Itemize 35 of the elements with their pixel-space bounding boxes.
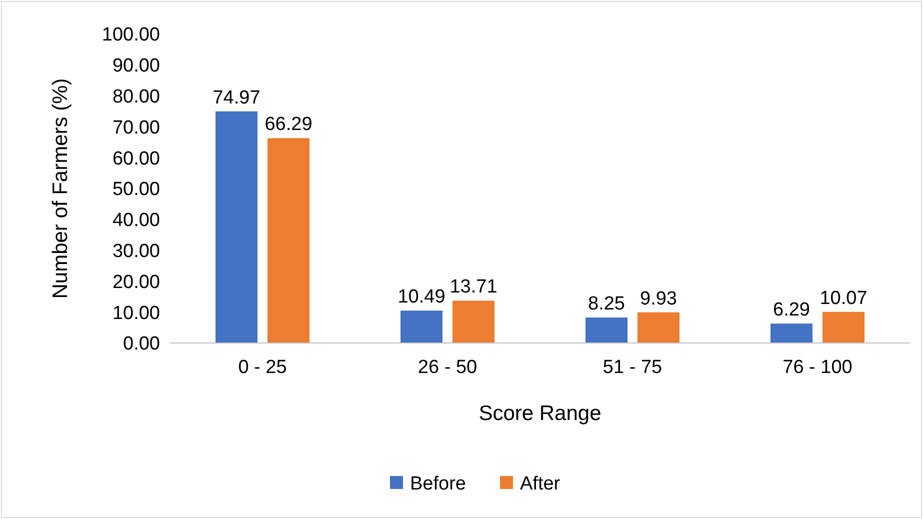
y-tick-label: 10.00: [112, 302, 160, 324]
data-label: 9.93: [640, 288, 677, 310]
bar: [216, 111, 258, 343]
y-tick-label: 0.00: [123, 334, 160, 355]
y-tick-label: 30.00: [112, 240, 160, 262]
x-tick-label: 51 - 75: [602, 357, 662, 378]
bar: [268, 138, 310, 343]
y-tick-label: 60.00: [112, 148, 160, 170]
legend-label: After: [520, 474, 561, 495]
y-tick-label: 90.00: [112, 56, 160, 77]
data-label: 10.07: [820, 288, 868, 309]
y-tick-label: 40.00: [112, 210, 160, 232]
data-label: 66.29: [264, 114, 312, 136]
bar: [400, 310, 442, 343]
data-label: 10.49: [398, 286, 446, 308]
legend-label: Before: [410, 474, 466, 495]
y-tick-label: 80.00: [112, 86, 160, 108]
y-axis-title: Number of Farmers (%): [49, 78, 72, 299]
y-tick-label: 20.00: [112, 272, 160, 293]
bar: [586, 318, 628, 343]
bar: [452, 300, 494, 343]
x-tick-label: 26 - 50: [418, 357, 478, 378]
bar: [822, 312, 864, 343]
x-axis-title: Score Range: [478, 402, 602, 425]
bar: [638, 312, 680, 343]
data-label: 6.29: [773, 300, 810, 321]
bar: [770, 324, 812, 343]
data-label: 8.25: [588, 294, 625, 315]
x-tick-label: 0 - 25: [238, 357, 287, 378]
y-tick-label: 70.00: [112, 117, 160, 138]
x-tick-label: 76 - 100: [782, 357, 852, 378]
y-tick-label: 50.00: [112, 179, 160, 200]
data-label: 13.71: [450, 276, 498, 298]
y-tick-label: 100.00: [102, 24, 160, 46]
data-label: 74.97: [212, 87, 260, 108]
